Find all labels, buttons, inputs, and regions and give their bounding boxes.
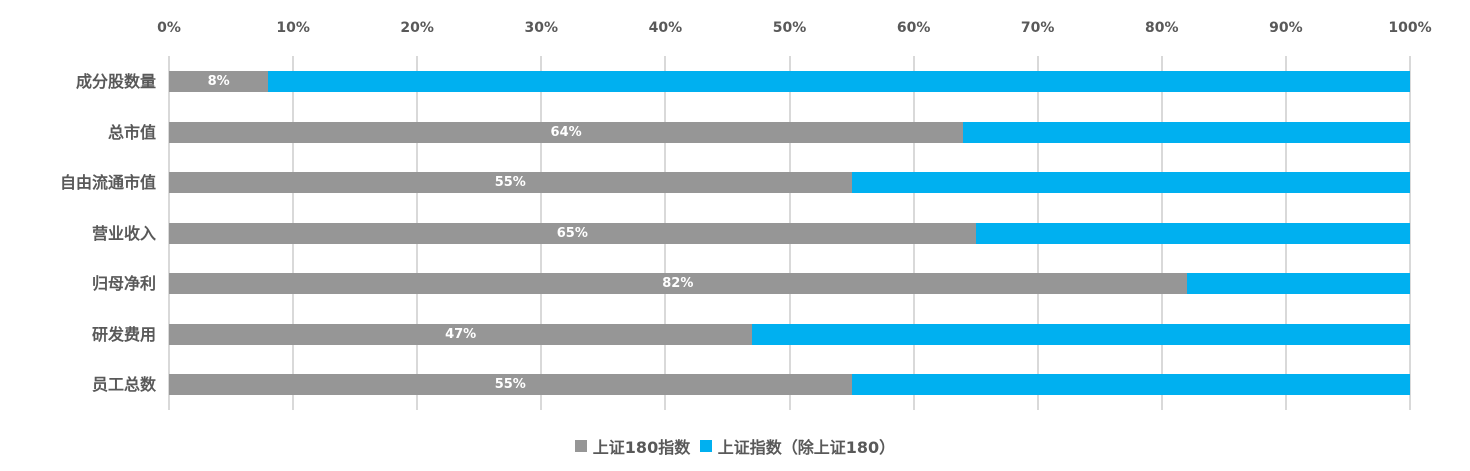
x-tick-label: 20% [400, 20, 434, 36]
x-tick-label: 60% [896, 20, 931, 36]
category-label: 自由流通市值 [59, 173, 156, 192]
data-label: 55% [494, 377, 526, 392]
data-label: 82% [662, 276, 694, 291]
bar-segment-sse180: 47% [169, 323, 753, 345]
x-tick-label: 10% [276, 20, 310, 36]
legend-item-sse180: 上证180指数 [574, 434, 691, 458]
legend-swatch-icon [699, 440, 712, 452]
x-tick-label: 40% [648, 20, 683, 36]
data-label: 47% [445, 326, 477, 342]
data-label: 8% [207, 74, 230, 89]
bar-segment-sse180: 82% [169, 273, 1187, 294]
bar-segment-sse180: 55% [169, 172, 852, 193]
bar-segment-sse180: 65% [169, 222, 976, 244]
category-label: 总市值 [107, 122, 156, 142]
category-label: 员工总数 [91, 375, 156, 394]
bar-segment-sse-ex180 [975, 222, 1410, 244]
bar-segment-sse-ex180 [268, 71, 1410, 92]
x-tick-label: 0% [157, 20, 181, 36]
data-label: 64% [550, 124, 582, 140]
category-label: 研发费用 [91, 324, 156, 344]
legend: 上证180指数 上证指数（除上证180） [0, 434, 1470, 458]
data-label: 65% [556, 225, 588, 241]
x-tick-label: 30% [524, 20, 559, 36]
bar-segment-sse-ex180 [851, 374, 1410, 395]
bar-segment-sse180: 64% [169, 121, 964, 143]
bar-segment-sse180: 55% [169, 374, 852, 395]
x-tick-label: 100% [1388, 20, 1432, 36]
bar-segment-sse180: 8% [169, 71, 269, 92]
x-tick-label: 90% [1269, 20, 1303, 36]
bar-segment-sse-ex180 [963, 121, 1410, 143]
legend-item-sse-ex180: 上证指数（除上证180） [699, 434, 896, 458]
gridline [1409, 56, 1411, 410]
bar-segment-sse-ex180 [851, 172, 1410, 193]
x-tick-label: 80% [1145, 20, 1179, 36]
bar-segment-sse-ex180 [752, 323, 1410, 345]
data-label: 55% [494, 175, 526, 190]
legend-label: 上证指数（除上证180） [717, 438, 896, 457]
x-tick-label: 70% [1020, 20, 1055, 36]
legend-swatch-icon [574, 440, 587, 452]
x-tick-label: 50% [772, 20, 807, 36]
bar-segment-sse-ex180 [1186, 273, 1410, 294]
category-label: 归母净利 [91, 274, 156, 293]
category-label: 营业收入 [91, 223, 156, 243]
category-label: 成分股数量 [75, 72, 156, 91]
legend-label: 上证180指数 [592, 438, 691, 457]
